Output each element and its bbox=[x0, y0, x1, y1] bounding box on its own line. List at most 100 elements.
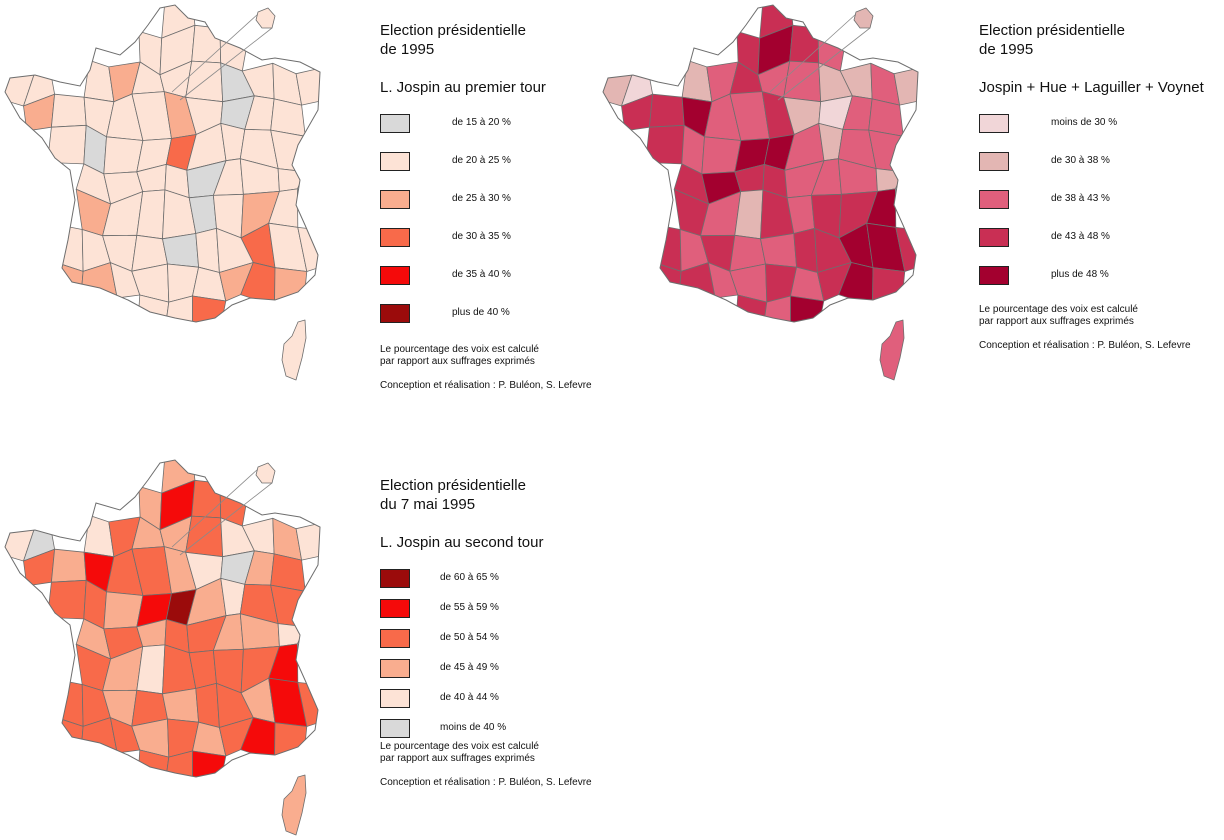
department-region bbox=[191, 24, 222, 64]
legend-item: de 55 à 59 % bbox=[380, 599, 592, 629]
department-region bbox=[272, 517, 303, 561]
inset-leader-line bbox=[777, 27, 871, 101]
department-region bbox=[277, 168, 306, 192]
department-region bbox=[893, 65, 918, 106]
departments-layer bbox=[603, 5, 918, 322]
legend-swatch bbox=[979, 266, 1009, 285]
departments-layer bbox=[5, 460, 320, 777]
title-line-1: Election présidentielle bbox=[380, 22, 526, 39]
inset-leader-line bbox=[769, 13, 857, 93]
legend-label: de 30 à 35 % bbox=[452, 231, 511, 242]
map-title: Election présidentielle de 1995 bbox=[380, 21, 592, 59]
map-subtitle: L. Jospin au second tour bbox=[380, 534, 544, 551]
legend-item: de 60 à 65 % bbox=[380, 569, 592, 599]
note-line-1: Le pourcentage des voix est calculé bbox=[380, 344, 539, 355]
france-outline bbox=[4, 459, 321, 778]
department-region bbox=[103, 591, 144, 630]
legend-item: de 35 à 40 % bbox=[380, 266, 592, 304]
department-region bbox=[53, 678, 84, 727]
department-region bbox=[649, 93, 685, 128]
title-line-2: de 1995 bbox=[979, 41, 1034, 58]
legend-item: moins de 40 % bbox=[380, 719, 592, 749]
legend-label: de 45 à 49 % bbox=[440, 662, 499, 673]
legend-item: de 40 à 44 % bbox=[380, 689, 592, 719]
inset-leader-line bbox=[179, 27, 273, 101]
legend-item: de 50 à 54 % bbox=[380, 629, 592, 659]
title-line-1: Election présidentielle bbox=[979, 22, 1125, 39]
department-region bbox=[651, 223, 682, 272]
legend-label: plus de 40 % bbox=[452, 307, 510, 318]
paris-inset bbox=[255, 462, 276, 484]
legend-item: moins de 30 % bbox=[979, 114, 1204, 152]
note-line-1: Le pourcentage des voix est calculé bbox=[380, 741, 539, 752]
legend-swatch bbox=[979, 190, 1009, 209]
legend-item: de 30 à 35 % bbox=[380, 228, 592, 266]
department-region bbox=[103, 136, 144, 175]
department-region bbox=[277, 623, 306, 647]
legend-label: moins de 40 % bbox=[440, 722, 507, 733]
legend-item: de 43 à 48 % bbox=[979, 228, 1204, 266]
map-left-total bbox=[602, 4, 919, 381]
paris-inset bbox=[853, 7, 874, 29]
corsica bbox=[281, 319, 307, 381]
map-second-round bbox=[4, 459, 321, 836]
legend-swatch bbox=[979, 152, 1009, 171]
legend-label: plus de 48 % bbox=[1051, 269, 1109, 280]
legend-label: de 25 à 30 % bbox=[452, 193, 511, 204]
department-region bbox=[295, 520, 320, 561]
department-region bbox=[51, 548, 87, 583]
legend-swatch bbox=[380, 228, 410, 247]
department-region bbox=[872, 267, 906, 307]
map-first-round bbox=[4, 4, 321, 381]
inset-leader-line bbox=[179, 482, 273, 556]
department-region bbox=[195, 682, 220, 728]
legend-label: moins de 30 % bbox=[1051, 117, 1118, 128]
department-region bbox=[51, 93, 87, 128]
department-region bbox=[274, 722, 308, 762]
note: Le pourcentage des voix est calculé par … bbox=[380, 344, 592, 368]
legend-swatch bbox=[979, 228, 1009, 247]
inset-leader-line bbox=[171, 13, 259, 93]
legend-label: de 50 à 54 % bbox=[440, 632, 499, 643]
legend-item: plus de 40 % bbox=[380, 304, 592, 342]
note-line-2: par rapport aux suffrages exprimés bbox=[380, 753, 535, 764]
legend-label: de 40 à 44 % bbox=[440, 692, 499, 703]
note: Le pourcentage des voix est calculé par … bbox=[979, 304, 1204, 328]
legend-list: moins de 30 % de 30 à 38 % de 38 à 43 % de … bbox=[979, 114, 1204, 304]
legend-label: de 55 à 59 % bbox=[440, 602, 499, 613]
note: Le pourcentage des voix est calculé par … bbox=[380, 741, 592, 765]
map-subtitle: L. Jospin au premier tour bbox=[380, 79, 546, 96]
department-region bbox=[645, 124, 685, 165]
legend-item: de 45 à 49 % bbox=[380, 659, 592, 689]
title-line-1: Election présidentielle bbox=[380, 477, 526, 494]
department-region bbox=[53, 223, 84, 272]
legend-item: de 38 à 43 % bbox=[979, 190, 1204, 228]
department-region bbox=[760, 233, 798, 268]
department-region bbox=[875, 168, 904, 192]
legend-swatch bbox=[380, 569, 410, 588]
title-line-2: du 7 mai 1995 bbox=[380, 496, 476, 513]
department-region bbox=[870, 62, 901, 106]
legend-label: de 43 à 48 % bbox=[1051, 231, 1110, 242]
title-line-2: de 1995 bbox=[380, 41, 435, 58]
credit: Conception et réalisation : P. Buléon, S… bbox=[979, 340, 1191, 351]
legend-label: de 15 à 20 % bbox=[452, 117, 511, 128]
legend-second-round: Election présidentielle du 7 mai 1995 L.… bbox=[380, 476, 592, 788]
legend-list: de 15 à 20 % de 20 à 25 % de 25 à 30 % de 3… bbox=[380, 114, 592, 342]
legend-label: de 20 à 25 % bbox=[452, 155, 511, 166]
department-region bbox=[131, 263, 170, 303]
credit: Conception et réalisation : P. Buléon, S… bbox=[380, 777, 592, 788]
department-region bbox=[274, 267, 308, 307]
department-region bbox=[729, 263, 768, 303]
department-region bbox=[162, 688, 200, 723]
department-region bbox=[47, 124, 87, 165]
legend-item: plus de 48 % bbox=[979, 266, 1204, 304]
credit: Conception et réalisation : P. Buléon, S… bbox=[380, 380, 592, 391]
legend-item: de 30 à 38 % bbox=[979, 152, 1204, 190]
legend-label: de 60 à 65 % bbox=[440, 572, 499, 583]
legend-label: de 38 à 43 % bbox=[1051, 193, 1110, 204]
department-region bbox=[295, 65, 320, 106]
inset-leader-line bbox=[171, 468, 259, 548]
legend-item: de 15 à 20 % bbox=[380, 114, 592, 152]
note-line-2: par rapport aux suffrages exprimés bbox=[979, 316, 1134, 327]
